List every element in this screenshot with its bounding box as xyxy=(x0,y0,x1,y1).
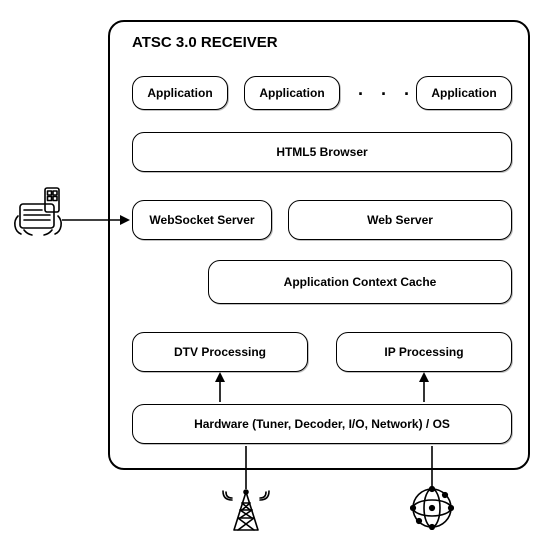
node-label: WebSocket Server xyxy=(149,213,254,227)
node-label: Hardware (Tuner, Decoder, I/O, Network) … xyxy=(194,417,450,431)
node-application-1: Application xyxy=(132,76,228,110)
node-label: HTML5 Browser xyxy=(276,145,367,159)
node-label: Application xyxy=(259,86,324,100)
node-application-3: Application xyxy=(416,76,512,110)
node-hardware-os: Hardware (Tuner, Decoder, I/O, Network) … xyxy=(132,404,512,444)
diagram-stage: ATSC 3.0 RECEIVER Application Applicatio… xyxy=(0,0,550,541)
receiver-title: ATSC 3.0 RECEIVER xyxy=(132,34,278,51)
node-label: DTV Processing xyxy=(174,345,266,359)
node-websocket-server: WebSocket Server xyxy=(132,200,272,240)
node-ip-processing: IP Processing xyxy=(336,332,512,372)
ellipsis: · · · xyxy=(358,84,416,105)
companion-device-icon xyxy=(12,186,64,242)
node-label: Web Server xyxy=(367,213,433,227)
node-label: Application xyxy=(147,86,212,100)
node-html5-browser: HTML5 Browser xyxy=(132,132,512,172)
node-web-server: Web Server xyxy=(288,200,512,240)
node-label: Application Context Cache xyxy=(284,275,437,289)
node-application-2: Application xyxy=(244,76,340,110)
node-dtv-processing: DTV Processing xyxy=(132,332,308,372)
node-label: Application xyxy=(431,86,496,100)
node-application-context-cache: Application Context Cache xyxy=(208,260,512,304)
globe-network-icon xyxy=(410,486,454,530)
node-label: IP Processing xyxy=(384,345,463,359)
antenna-tower-icon xyxy=(220,488,272,532)
